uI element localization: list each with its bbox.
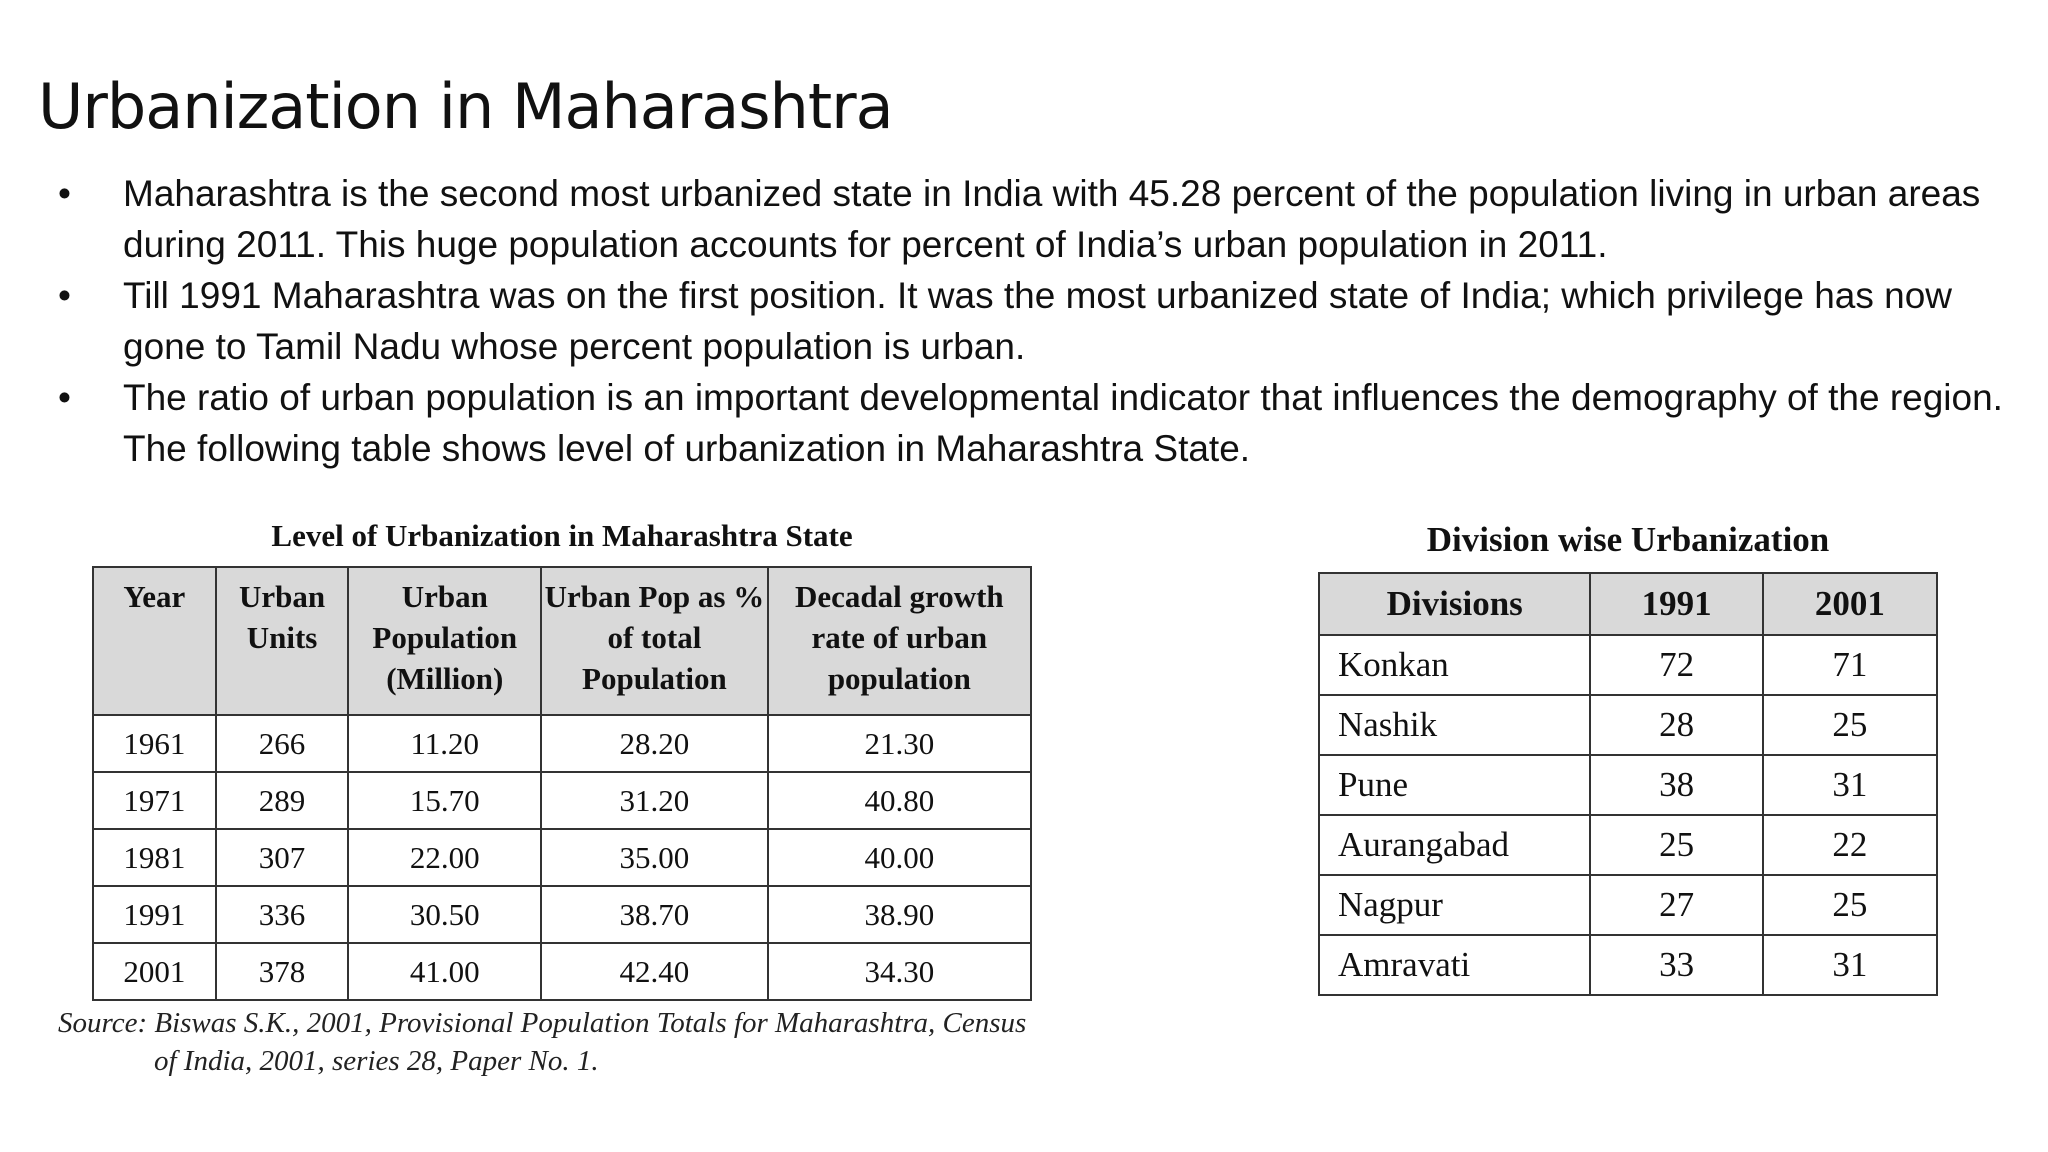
source-line-2: of India, 2001, series 28, Paper No. 1.: [154, 1045, 599, 1077]
cell-1991: 33: [1589, 934, 1764, 996]
cell-urban-units: 378: [214, 942, 350, 1001]
table-row: 1971 289 15.70 31.20 40.80: [92, 771, 1033, 830]
table-row: 2001 378 41.00 42.40 34.30: [92, 942, 1033, 1001]
cell-division: Amravati: [1317, 934, 1592, 996]
cell-decadal-growth: 40.00: [766, 828, 1033, 887]
cell-1991: 72: [1589, 634, 1764, 696]
table-row: 1961 266 11.20 28.20 21.30: [92, 714, 1033, 773]
header-urban-population: Urban Population (Million): [347, 566, 543, 716]
table-header-row: Year Urban Units Urban Population (Milli…: [92, 566, 1033, 716]
cell-2001: 25: [1761, 874, 1939, 936]
slide-title: Urbanization in Maharashtra: [38, 70, 894, 143]
cell-year: 1981: [92, 828, 217, 887]
cell-urban-population: 22.00: [347, 828, 543, 887]
header-urban-pop-percent: Urban Pop as % of total Population: [540, 566, 769, 716]
cell-urban-units: 307: [214, 828, 350, 887]
cell-division: Konkan: [1317, 634, 1592, 696]
cell-urban-pop-percent: 35.00: [540, 828, 769, 887]
cell-1991: 25: [1589, 814, 1764, 876]
cell-1991: 27: [1589, 874, 1764, 936]
cell-division: Nashik: [1317, 694, 1592, 756]
cell-division: Aurangabad: [1317, 814, 1592, 876]
bullet-text: The ratio of urban population is an impo…: [123, 377, 2003, 469]
cell-1991: 38: [1589, 754, 1764, 816]
cell-urban-population: 11.20: [347, 714, 543, 773]
cell-urban-units: 289: [214, 771, 350, 830]
division-urbanization-table: Divisions 1991 2001 Konkan 72 71 Nashik …: [1317, 572, 1939, 996]
cell-decadal-growth: 21.30: [766, 714, 1033, 773]
header-divisions: Divisions: [1317, 572, 1592, 636]
table2-caption: Division wise Urbanization: [1426, 520, 1830, 559]
urbanization-level-table: Year Urban Units Urban Population (Milli…: [92, 566, 1033, 1001]
bullet-item: • Maharashtra is the second most urbaniz…: [58, 168, 2018, 270]
table-row: Konkan 72 71: [1317, 634, 1939, 696]
cell-2001: 25: [1761, 694, 1939, 756]
table-row: 1991 336 30.50 38.70 38.90: [92, 885, 1033, 944]
header-decadal-growth: Decadal growth rate of urban population: [766, 566, 1033, 716]
cell-2001: 22: [1761, 814, 1939, 876]
cell-year: 2001: [92, 942, 217, 1001]
bullet-icon: •: [58, 173, 71, 214]
header-2001: 2001: [1761, 572, 1939, 636]
table1-source-note: Source: Biswas S.K., 2001, Provisional P…: [58, 1004, 1026, 1080]
cell-2001: 31: [1761, 754, 1939, 816]
bullet-icon: •: [58, 377, 71, 418]
table1-caption: Level of Urbanization in Maharashtra Sta…: [271, 518, 853, 553]
cell-urban-units: 336: [214, 885, 350, 944]
cell-division: Nagpur: [1317, 874, 1592, 936]
table-row: Aurangabad 25 22: [1317, 814, 1939, 876]
table-row: Nashik 28 25: [1317, 694, 1939, 756]
cell-decadal-growth: 40.80: [766, 771, 1033, 830]
cell-division: Pune: [1317, 754, 1592, 816]
cell-urban-population: 30.50: [347, 885, 543, 944]
bullet-icon: •: [58, 275, 71, 316]
cell-urban-population: 41.00: [347, 942, 543, 1001]
cell-2001: 31: [1761, 934, 1939, 996]
header-1991: 1991: [1589, 572, 1764, 636]
cell-decadal-growth: 34.30: [766, 942, 1033, 1001]
cell-urban-pop-percent: 42.40: [540, 942, 769, 1001]
cell-2001: 71: [1761, 634, 1939, 696]
cell-urban-population: 15.70: [347, 771, 543, 830]
table-row: Pune 38 31: [1317, 754, 1939, 816]
cell-urban-pop-percent: 28.20: [540, 714, 769, 773]
bullet-text: Till 1991 Maharashtra was on the first p…: [123, 275, 1953, 367]
source-line-1: Source: Biswas S.K., 2001, Provisional P…: [58, 1007, 1027, 1039]
table-row: 1981 307 22.00 35.00 40.00: [92, 828, 1033, 887]
header-urban-units: Urban Units: [214, 566, 350, 716]
bullet-item: • The ratio of urban population is an im…: [58, 372, 2018, 474]
bullet-list: • Maharashtra is the second most urbaniz…: [58, 168, 2018, 474]
cell-year: 1971: [92, 771, 217, 830]
cell-year: 1991: [92, 885, 217, 944]
cell-1991: 28: [1589, 694, 1764, 756]
cell-urban-pop-percent: 31.20: [540, 771, 769, 830]
table-row: Nagpur 27 25: [1317, 874, 1939, 936]
bullet-text: Maharashtra is the second most urbanized…: [123, 173, 1981, 265]
cell-urban-units: 266: [214, 714, 350, 773]
bullet-item: • Till 1991 Maharashtra was on the first…: [58, 270, 2018, 372]
cell-decadal-growth: 38.90: [766, 885, 1033, 944]
header-year: Year: [92, 566, 217, 716]
table-row: Amravati 33 31: [1317, 934, 1939, 996]
cell-urban-pop-percent: 38.70: [540, 885, 769, 944]
table-header-row: Divisions 1991 2001: [1317, 572, 1939, 636]
cell-year: 1961: [92, 714, 217, 773]
